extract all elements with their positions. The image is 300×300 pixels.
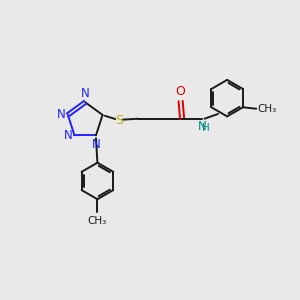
Text: O: O <box>176 85 185 98</box>
Text: CH₃: CH₃ <box>88 216 107 226</box>
Text: N: N <box>57 108 65 121</box>
Text: H: H <box>202 123 209 133</box>
Text: N: N <box>63 129 72 142</box>
Text: N: N <box>198 120 206 133</box>
Text: S: S <box>115 114 123 127</box>
Text: N: N <box>92 138 101 151</box>
Text: N: N <box>81 87 90 100</box>
Text: CH₃: CH₃ <box>258 104 277 114</box>
